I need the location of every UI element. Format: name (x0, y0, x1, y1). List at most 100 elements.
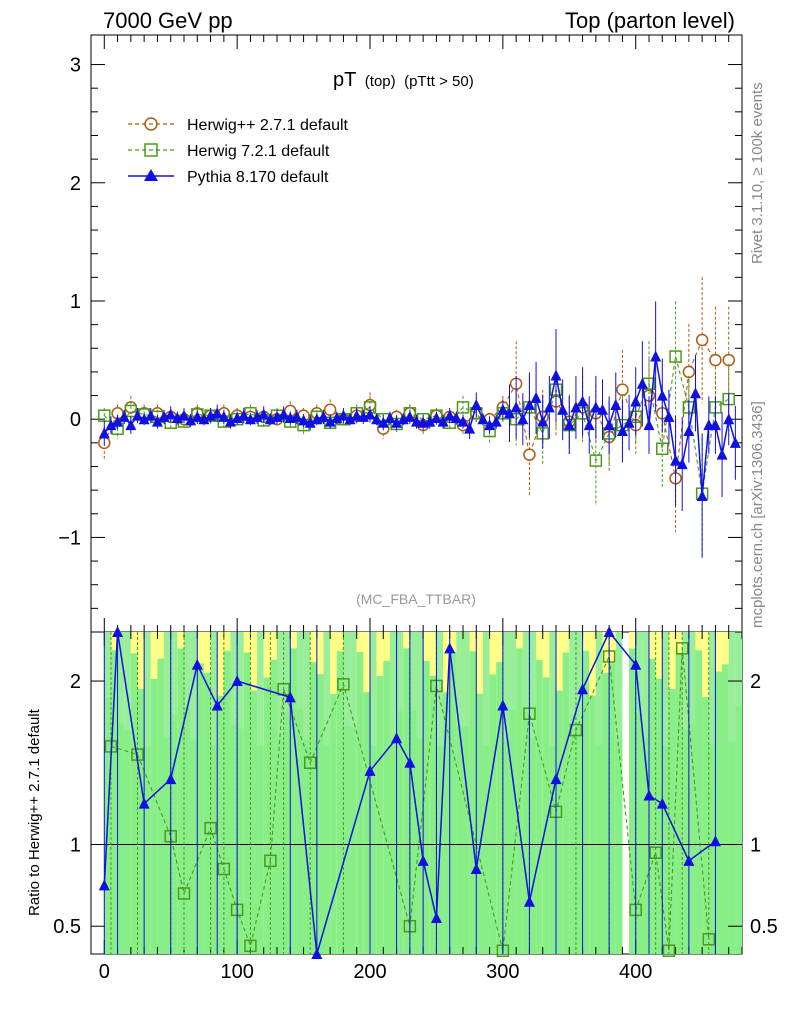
ratio-point-herwig7 (702, 933, 716, 946)
ratio-band-inner (575, 724, 583, 954)
series-point-1 (656, 442, 669, 456)
ratio-band-inner (323, 745, 331, 954)
ratio-point-pythia (98, 879, 110, 891)
x-tick-label: 400 (619, 961, 652, 983)
ratio-y-tick-label-right: 0.5 (750, 916, 778, 938)
series-point-2 (337, 409, 349, 421)
ratio-band-inner (177, 648, 184, 954)
ratio-band-inner (423, 661, 430, 954)
ratio-point-pythia (577, 683, 589, 695)
mcplots-label: mcplots.cern.ch [arXiv:1306.3436] (749, 401, 766, 628)
x-tick-label: 100 (220, 961, 253, 983)
title-sub1: (top) (365, 73, 396, 90)
ratio-band-inner (150, 679, 158, 954)
ratio-band-inner (529, 738, 537, 954)
ratio-band-inner (642, 737, 649, 954)
ratio-ylabel: Ratio to Herwig++ 2.7.1 default (26, 708, 43, 916)
series-point-2 (411, 415, 422, 427)
series-point-2 (118, 410, 130, 422)
x-tick-label: 0 (99, 961, 110, 983)
x-tick-label: 300 (486, 961, 519, 983)
series-point-2 (709, 419, 721, 431)
series-point-2 (132, 409, 143, 421)
ratio-band-inner (389, 738, 397, 954)
analysis-label: (MC_FBA_TTBAR) (356, 591, 476, 607)
series-point-2 (670, 454, 682, 466)
ratio-point-pythia (391, 732, 403, 744)
series-point-2 (504, 407, 515, 419)
legend-herwigpp-label: Herwig++ 2.7.1 default (187, 117, 349, 134)
ratio-band-inner (409, 710, 417, 954)
ratio-band-inner (263, 677, 271, 954)
series-point-2 (716, 448, 728, 460)
ratio-line-herwig7 (110, 648, 710, 951)
ratio-band-inner (482, 745, 490, 954)
series-point-2 (563, 419, 575, 431)
series-point-2 (537, 415, 549, 427)
series-point-2 (450, 412, 462, 424)
series-point-2 (557, 403, 569, 415)
series-point-2 (384, 412, 396, 424)
series-point-2 (616, 425, 628, 437)
ratio-band-inner (542, 677, 550, 954)
y-tick-label: 1 (70, 291, 81, 313)
ratio-point-pythia (444, 642, 456, 654)
ratio-band-inner (688, 723, 696, 954)
series-point-2 (597, 403, 608, 415)
ratio-band-inner (476, 693, 483, 954)
series-point-2 (583, 419, 595, 431)
series-point-2 (523, 399, 535, 411)
ratio-plot-series (98, 626, 721, 959)
legend-herwig7-marker (144, 143, 158, 157)
ratio-band-inner (702, 697, 709, 954)
ratio-band-inner (536, 659, 543, 954)
plot-title: pT (top) (pTtt > 50) (333, 69, 474, 91)
header-right: Top (parton level) (565, 8, 735, 33)
ratio-band-inner (609, 663, 616, 954)
series-point-2 (663, 410, 675, 422)
legend-herwigpp: Herwig++ 2.7.1 default (128, 117, 349, 134)
series-point-2 (371, 413, 383, 425)
legend-pythia: Pythia 8.170 default (128, 169, 329, 186)
series-point-2 (151, 415, 163, 427)
series-point-2 (404, 410, 416, 422)
series-point-2 (191, 410, 203, 422)
ratio-point-pythia (643, 789, 655, 801)
ratio-band-inner (728, 741, 736, 954)
main-plot-series (98, 277, 741, 558)
series-point-2 (318, 410, 329, 422)
ratio-band-inner (496, 662, 503, 954)
ratio-band-inner (250, 690, 258, 954)
series-point-2 (351, 409, 363, 421)
series-point-2 (391, 416, 403, 428)
rivet-label: Rivet 3.1.10, ≥ 100k events (749, 82, 766, 264)
series-point-2 (185, 414, 197, 426)
series-point-2 (225, 415, 236, 427)
ratio-band-inner (449, 651, 457, 954)
ratio-band-inner (210, 744, 218, 954)
ratio-point-pythia (165, 773, 177, 785)
ratio-band-inner (270, 659, 277, 954)
series-point-2 (457, 415, 469, 427)
ratio-band-inner (164, 737, 171, 954)
ratio-band-inner (277, 737, 284, 954)
ratio-y-tick-label-right: 2 (750, 671, 761, 693)
legend: Herwig++ 2.7.1 default Herwig 7.2.1 defa… (128, 117, 349, 186)
ratio-band-inner (429, 675, 437, 954)
series-point-2 (238, 409, 250, 421)
ratio-point-pythia (656, 797, 668, 809)
ratio-point-pythia (523, 895, 535, 907)
ratio-band-inner (376, 675, 384, 954)
series-point-2 (304, 416, 316, 428)
ratio-band-inner (443, 692, 450, 954)
ratio-band-inner (370, 745, 377, 954)
series-point-2 (636, 377, 648, 389)
series-point-1 (669, 350, 682, 363)
series-point-2 (218, 410, 230, 422)
legend-herwigpp-marker (144, 117, 158, 131)
series-point-2 (211, 407, 223, 419)
series-point-2 (278, 408, 290, 420)
series-point-2 (590, 401, 602, 413)
ratio-point-herwig7 (303, 756, 317, 770)
series-point-2 (444, 409, 456, 421)
